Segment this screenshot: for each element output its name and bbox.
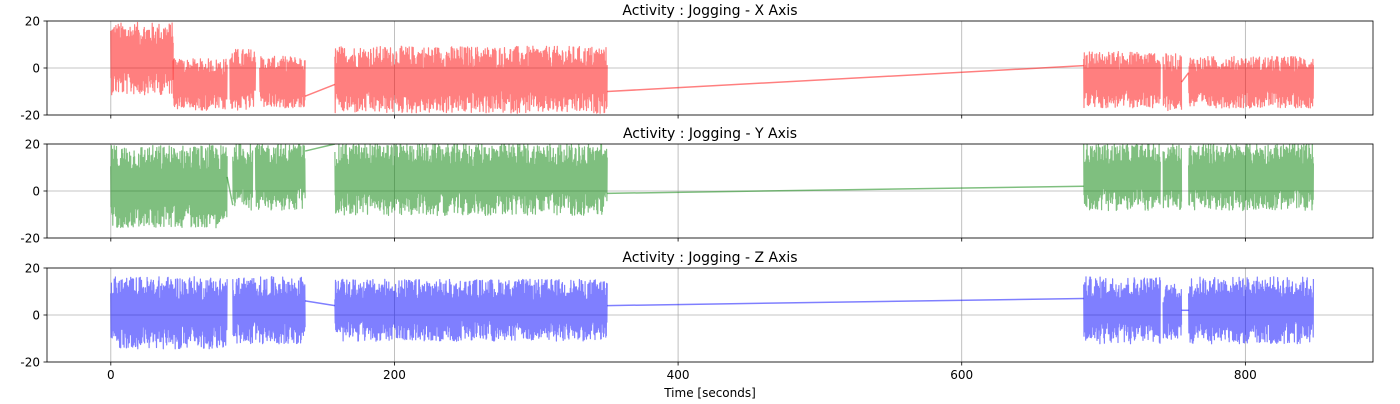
x-tick-label: 800 <box>1234 368 1257 382</box>
x-tick-label: 200 <box>383 368 406 382</box>
series-3 <box>110 276 1314 350</box>
data-connector <box>304 300 336 307</box>
subplot-title: Activity : Jogging - Y Axis <box>623 126 797 142</box>
subplot-3: 0 200 400 600 800 -20 0 20 Activity : Jogging - … <box>20 250 1374 382</box>
data-connector <box>607 297 1084 307</box>
data-segment <box>172 58 228 111</box>
data-segment <box>1162 144 1183 210</box>
series-2 <box>110 144 1314 229</box>
y-tick-label: -20 <box>20 232 40 246</box>
data-segment <box>1188 144 1314 212</box>
subplot-1: -20 0 20 Activity : Jogging - X Axis <box>20 3 1374 123</box>
series-1 <box>110 21 1314 114</box>
x-axis-label: Time [seconds] <box>663 386 756 400</box>
data-segment <box>1162 53 1183 112</box>
y-tick-label: 0 <box>32 185 40 199</box>
data-segment <box>110 144 228 229</box>
y-tick-label: 0 <box>32 62 40 76</box>
data-segment <box>110 21 174 96</box>
data-connector <box>607 64 1084 93</box>
data-segment <box>110 276 228 350</box>
data-segment <box>259 55 306 109</box>
data-segment <box>334 278 608 342</box>
data-segment <box>334 144 608 216</box>
y-tick-label: 0 <box>32 309 40 323</box>
data-connector <box>304 83 336 97</box>
data-connector <box>304 144 336 152</box>
data-segment <box>1188 55 1314 109</box>
data-connector <box>1180 72 1190 83</box>
x-tick-label: 400 <box>667 368 690 382</box>
y-tick-label: 20 <box>25 262 40 276</box>
data-segment <box>1188 276 1314 345</box>
subplot-title: Activity : Jogging - X Axis <box>622 3 797 19</box>
y-tick-label: -20 <box>20 356 40 370</box>
data-segment <box>1083 144 1161 212</box>
data-segment <box>229 48 257 111</box>
data-segment <box>232 276 306 345</box>
y-tick-label: 20 <box>25 138 40 152</box>
x-tick-label: 0 <box>107 368 115 382</box>
data-connector <box>607 185 1084 195</box>
data-segment <box>254 144 306 211</box>
data-segment <box>1162 283 1183 340</box>
data-segment <box>334 45 608 114</box>
subplot-title: Activity : Jogging - Z Axis <box>622 250 797 266</box>
subplot-2: -20 0 20 Activity : Jogging - Y Axis <box>20 126 1374 246</box>
data-segment <box>232 144 254 211</box>
y-tick-label: -20 <box>20 109 40 123</box>
y-tick-label: 20 <box>25 15 40 29</box>
data-segment <box>1083 51 1161 109</box>
data-connector <box>226 176 234 206</box>
x-tick-label: 600 <box>950 368 973 382</box>
data-segment <box>1083 276 1161 345</box>
